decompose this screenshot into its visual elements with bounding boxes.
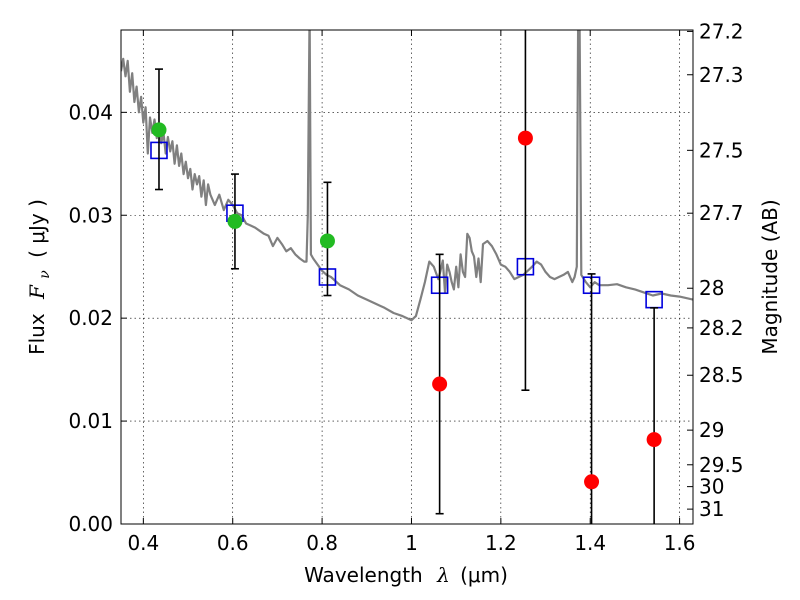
x-axis-label-symbol: λ — [436, 563, 450, 587]
x-tick-label: 1.2 — [485, 531, 517, 555]
y-axis-label-symbol: F — [25, 284, 49, 300]
y-tick-label: 0.02 — [68, 306, 113, 330]
y-axis-label-text: Flux — [25, 313, 49, 355]
right-tick-label: 27.2 — [699, 19, 744, 43]
upper-limit-point — [646, 432, 662, 448]
x-axis-label-text: Wavelength — [304, 563, 423, 587]
y-tick-label: 0.04 — [68, 100, 113, 124]
y-axis-label: Flux F ν ( μJy ) — [25, 199, 54, 355]
right-tick-label: 30 — [699, 475, 724, 499]
right-tick-label: 28.5 — [699, 363, 744, 387]
upper-limit-point — [517, 130, 533, 146]
right-tick-label: 28.2 — [699, 316, 744, 340]
right-tick-label: 29.5 — [699, 453, 744, 477]
x-axis-label-unit: (μm) — [460, 563, 508, 587]
y-tick-label: 0.00 — [68, 512, 113, 536]
right-tick-label: 29 — [699, 418, 724, 442]
plot-area — [121, 30, 693, 524]
y-tick-label: 0.01 — [68, 409, 113, 433]
y-axis-label-subscript: ν — [37, 270, 53, 279]
detection-point — [227, 213, 243, 229]
x-tick-label: 0.6 — [217, 531, 249, 555]
detection-point — [319, 233, 335, 249]
right-tick-label: 28 — [699, 276, 724, 300]
x-tick-label: 1.6 — [664, 531, 696, 555]
y-tick-label: 0.03 — [68, 203, 113, 227]
axis-ticks: 0.4 0.6 0.8 1 1.2 1.4 1.6 0.00 0.01 0.02 0.03 0.04 2… — [68, 19, 743, 555]
right-tick-label: 27.7 — [699, 201, 744, 225]
x-tick-label: 0.4 — [127, 531, 159, 555]
plot-frame — [120, 29, 694, 525]
right-axis-label: Magnitude (AB) — [758, 199, 782, 354]
right-tick-label: 27.3 — [699, 63, 744, 87]
x-tick-label: 1 — [405, 531, 418, 555]
spectrum-line — [121, 30, 693, 322]
y-axis-label-unit: ( μJy ) — [25, 199, 49, 258]
detection-point — [151, 122, 167, 138]
upper-limit-point — [584, 474, 600, 490]
right-tick-label: 31 — [699, 497, 724, 521]
x-axis-label: Wavelength λ (μm) — [304, 563, 508, 587]
right-tick-label: 27.5 — [699, 138, 744, 162]
x-tick-label: 1.4 — [574, 531, 606, 555]
x-tick-label: 0.8 — [306, 531, 338, 555]
upper-limit-point — [432, 376, 448, 392]
